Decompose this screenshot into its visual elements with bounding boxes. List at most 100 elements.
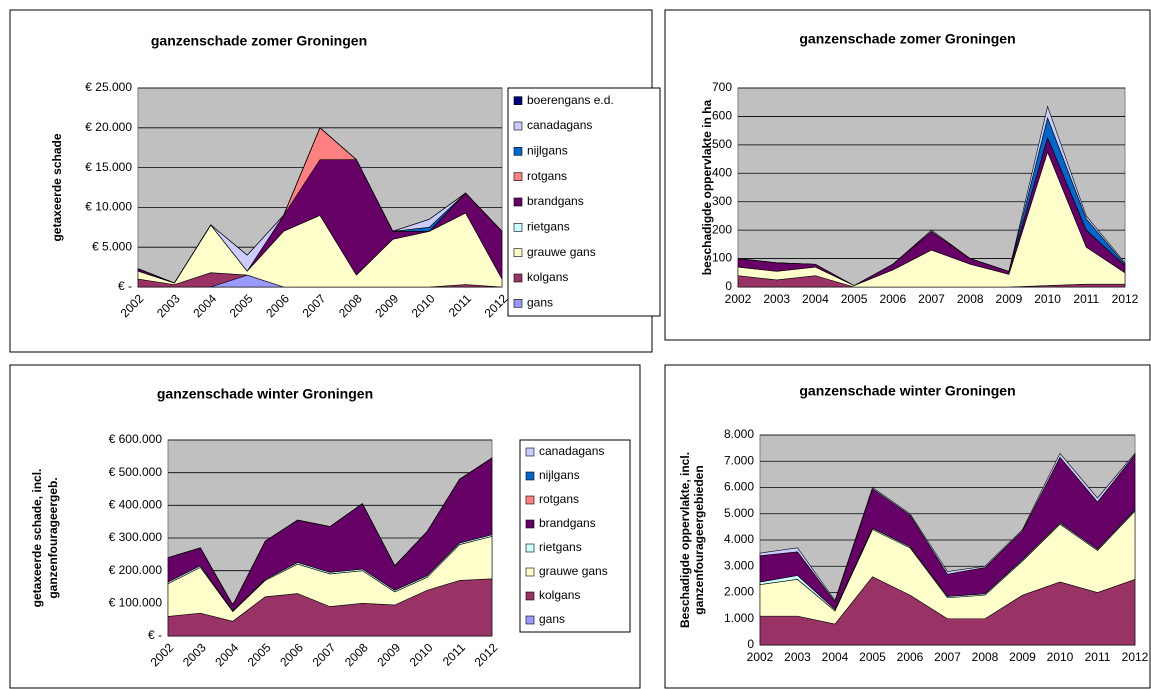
y-tick-label: 0 [747, 637, 754, 651]
legend-label: brandgans [527, 194, 584, 208]
y-tick-label: 4.000 [724, 532, 754, 546]
legend-label: canadagans [539, 444, 604, 458]
x-tick-label: 2007 [300, 291, 329, 320]
x-tick-label: 2005 [227, 291, 256, 320]
y-tick-label: € 600.000 [109, 432, 163, 446]
x-tick-label: 2004 [822, 650, 849, 664]
chart-title: ganzenschade winter Groningen [157, 386, 373, 402]
legend-label: boerengans e.d. [527, 93, 614, 107]
legend-label: nijlgans [539, 468, 580, 482]
x-tick-label: 2008 [972, 650, 999, 664]
legend-swatch [525, 543, 535, 553]
y-tick-label: 200 [712, 222, 732, 236]
legend-swatch [525, 591, 535, 601]
legend-swatch [513, 273, 523, 283]
legend-swatch [525, 495, 535, 505]
y-tick-label: € 10.000 [85, 200, 132, 214]
chart-frame [664, 364, 1151, 689]
x-tick-label: 2002 [725, 292, 752, 306]
y-tick-label: € 20.000 [85, 120, 132, 134]
x-tick-label: 2006 [263, 291, 292, 320]
legend-label: rietgans [527, 220, 570, 234]
legend-label: kolgans [539, 588, 580, 602]
x-tick-label: 2007 [918, 292, 945, 306]
x-tick-label: 2006 [897, 650, 924, 664]
legend-swatch [513, 223, 523, 232]
legend-swatch [525, 615, 535, 625]
chart-frame [664, 9, 1151, 341]
x-tick-label: 2009 [374, 640, 403, 669]
legend-label: grauwe gans [527, 245, 596, 259]
area [759, 452, 1136, 603]
y-tick-label: € 25.000 [85, 80, 132, 94]
area [167, 457, 493, 606]
legend-swatch [513, 147, 523, 156]
x-tick-label: 2003 [784, 650, 811, 664]
y-axis-label: beschadigde oppervlakte in ha [700, 99, 714, 275]
chart-title: ganzenschade zomer Groningen [151, 33, 367, 49]
y-axis-label: Beschadigde oppervlakte, incl. [678, 452, 692, 628]
legend-label: gans [539, 612, 565, 626]
x-tick-label: 2005 [245, 640, 274, 669]
legend-swatch [525, 567, 535, 577]
legend-swatch [513, 121, 523, 131]
y-tick-label: € - [148, 628, 162, 642]
x-tick-label: 2003 [154, 291, 183, 320]
legend-swatch [525, 519, 535, 529]
x-tick-label: 2011 [1073, 292, 1099, 306]
y-tick-label: 700 [712, 80, 732, 94]
legend-label: kolgans [527, 270, 568, 284]
x-tick-label: 2007 [934, 650, 961, 664]
x-tick-label: 2002 [747, 650, 774, 664]
y-tick-label: € - [118, 279, 132, 293]
x-tick-label: 2012 [1112, 292, 1139, 306]
y-tick-label: € 300.000 [109, 530, 163, 544]
x-tick-label: 2009 [372, 291, 401, 320]
x-tick-label: 2011 [440, 640, 468, 668]
y-tick-label: € 500.000 [109, 465, 163, 479]
area [737, 105, 1126, 286]
legend-swatch [525, 471, 535, 481]
x-tick-label: 2012 [482, 291, 511, 320]
y-tick-label: 6.000 [724, 480, 754, 494]
y-tick-label: € 5.000 [92, 239, 132, 253]
x-tick-label: 2011 [446, 291, 474, 319]
legend-label: canadagans [527, 118, 592, 132]
legend-box [507, 87, 661, 317]
chart-title: ganzenschade winter Groningen [799, 383, 1015, 399]
y-tick-label: 1.000 [724, 611, 754, 625]
x-tick-label: 2009 [1009, 650, 1036, 664]
legend-label: brandgans [539, 516, 596, 530]
y-tick-label: 3.000 [724, 558, 754, 572]
chart-title: ganzenschade zomer Groningen [799, 31, 1015, 47]
legend-swatch [525, 447, 535, 457]
legend-box [519, 439, 631, 633]
x-tick-label: 2006 [277, 640, 306, 669]
y-tick-label: 100 [712, 251, 732, 265]
legend-swatch [513, 197, 523, 207]
legend-label: rietgans [539, 540, 582, 554]
y-tick-label: € 15.000 [85, 160, 132, 174]
area [137, 127, 503, 284]
legend-label: nijlgans [527, 144, 568, 158]
legend-swatch [513, 299, 523, 308]
legend-label: rotgans [527, 169, 567, 183]
x-tick-label: 2002 [148, 640, 177, 669]
x-tick-label: 2006 [879, 292, 906, 306]
legend-swatch [513, 172, 523, 181]
y-tick-label: 400 [712, 165, 732, 179]
x-tick-label: 2010 [409, 291, 438, 320]
chart-frame [9, 364, 641, 689]
x-tick-label: 2008 [336, 291, 365, 320]
x-tick-label: 2004 [212, 640, 241, 669]
x-tick-label: 2005 [841, 292, 868, 306]
y-axis-label: ganzenfourageergebieden [692, 465, 706, 614]
x-tick-label: 2008 [957, 292, 984, 306]
legend-label: gans [527, 296, 553, 310]
x-tick-label: 2008 [342, 640, 371, 669]
x-tick-label: 2010 [1047, 650, 1074, 664]
x-tick-label: 2012 [1122, 650, 1149, 664]
legend-label: rotgans [539, 492, 579, 506]
